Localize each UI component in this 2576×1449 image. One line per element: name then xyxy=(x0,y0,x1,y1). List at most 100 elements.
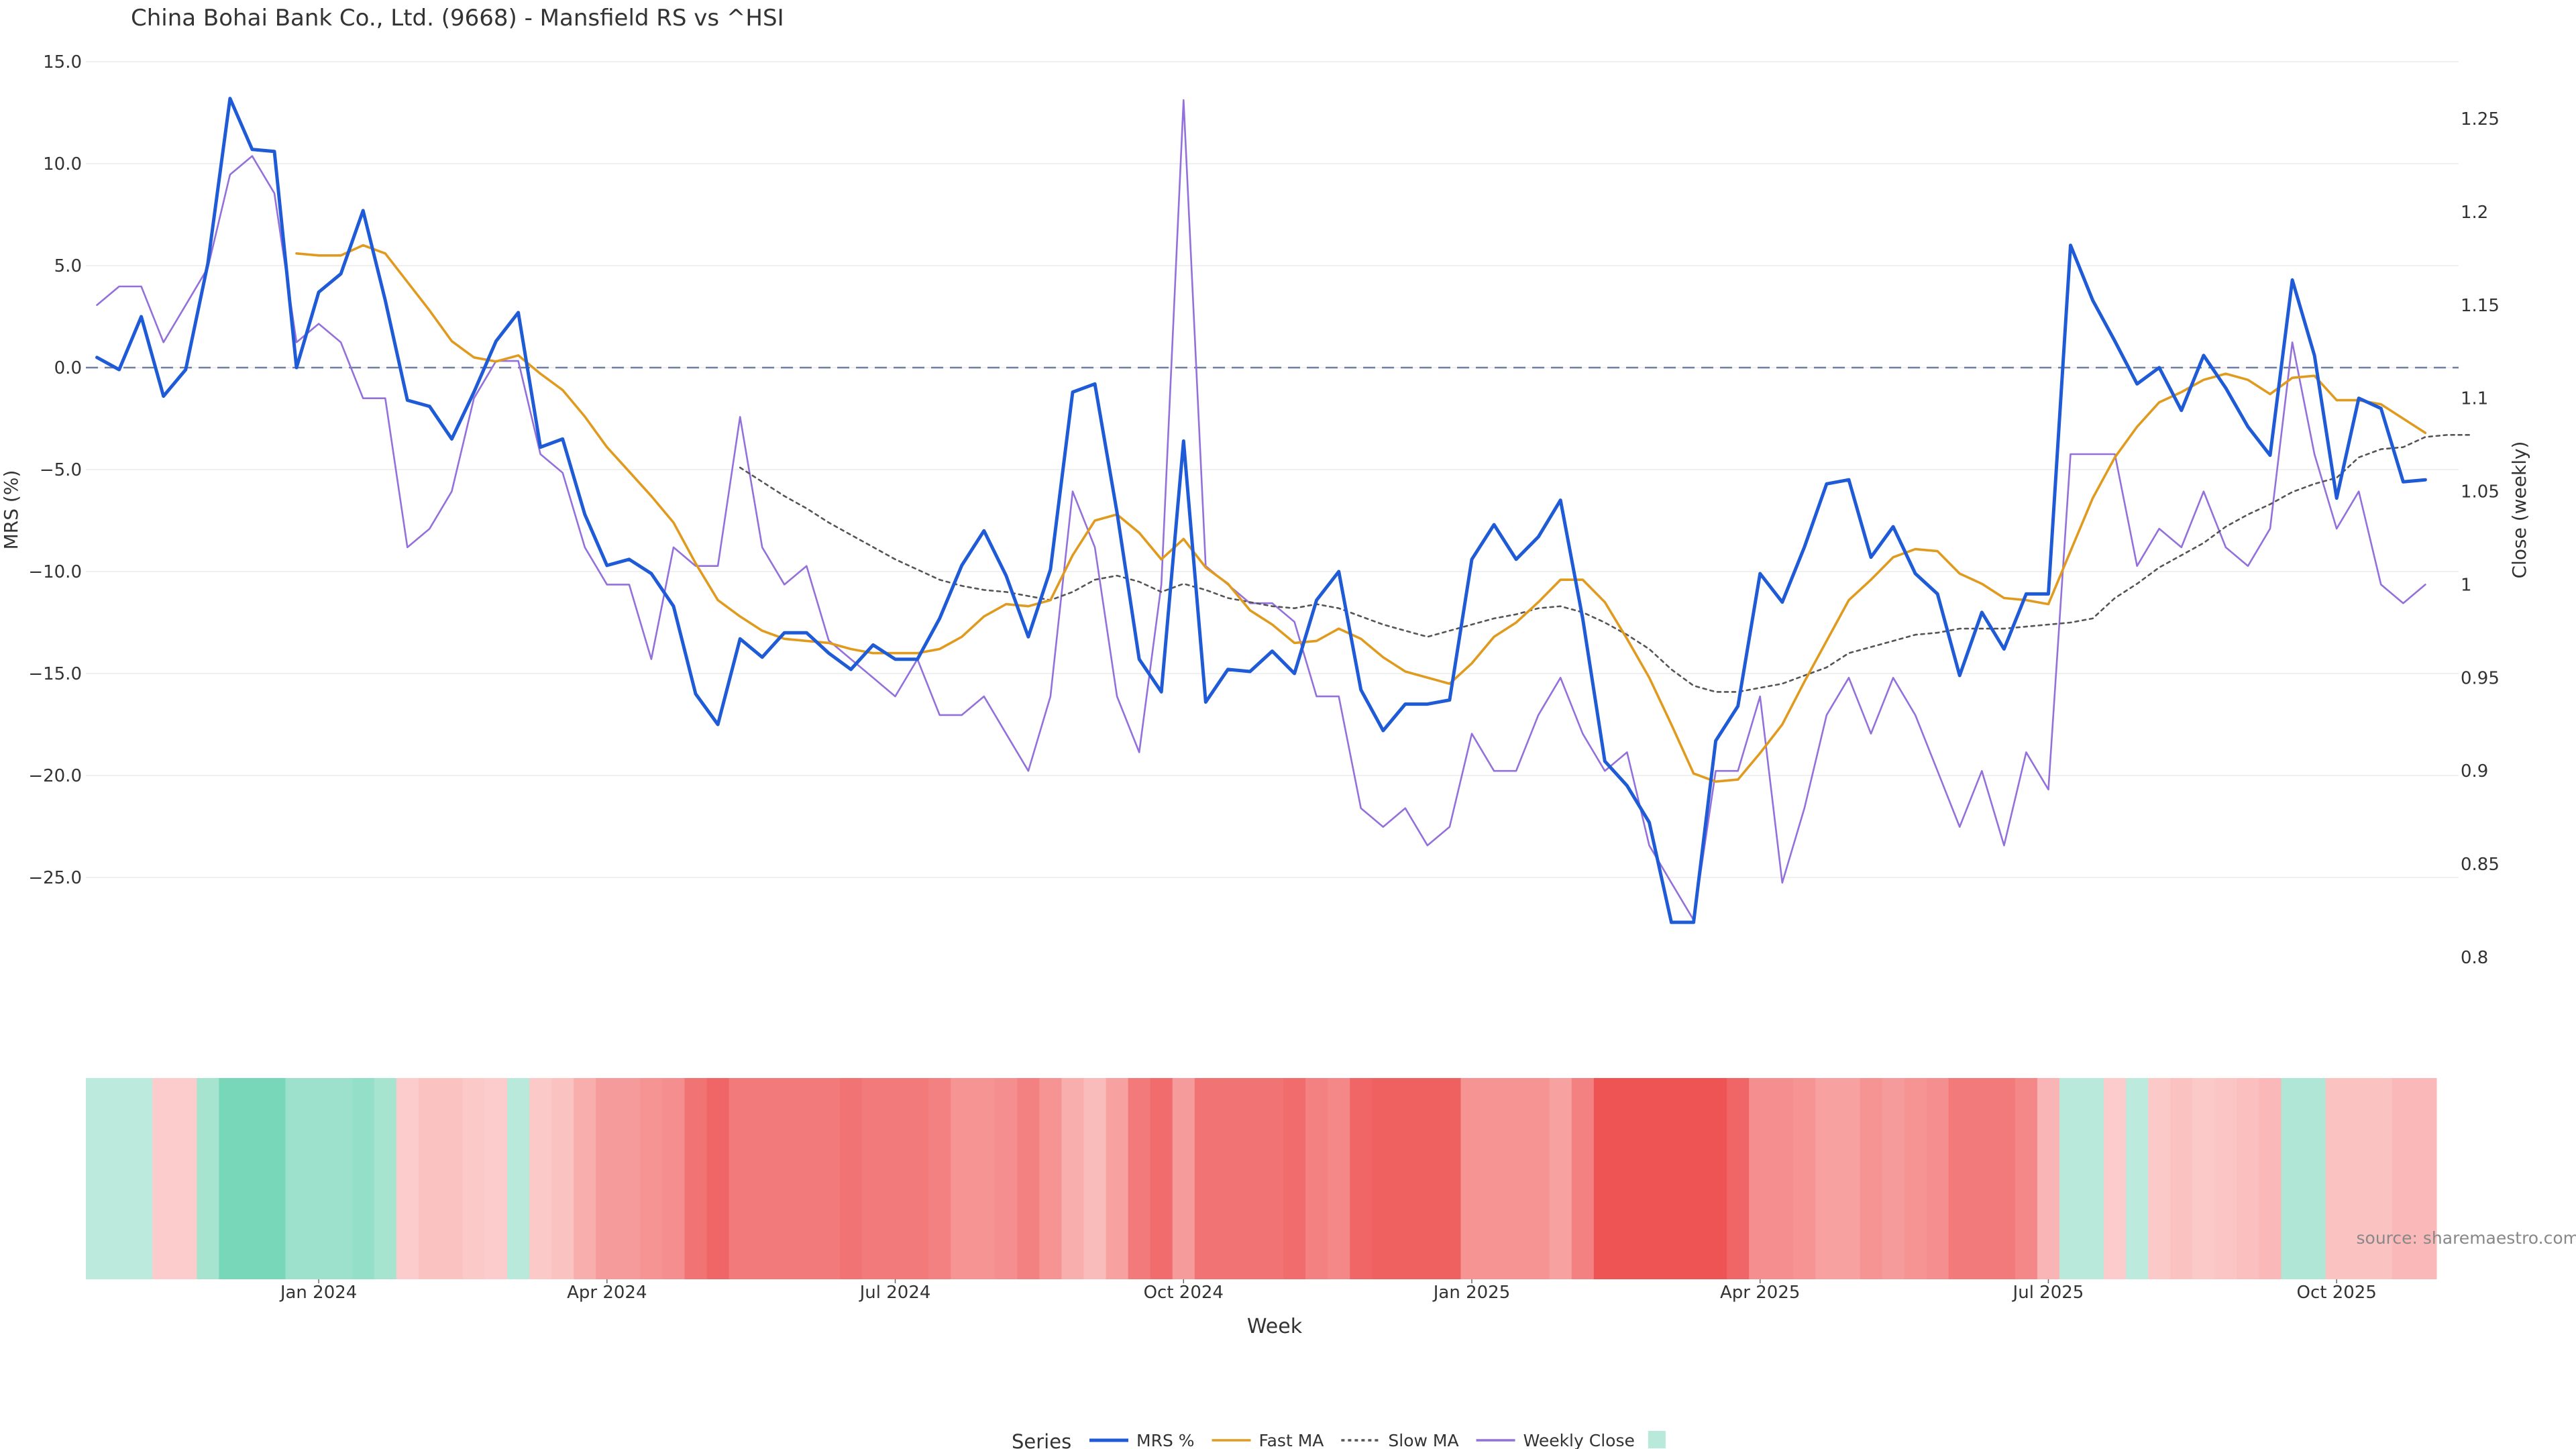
heatmap-cell xyxy=(1083,1078,1107,1279)
y-right-tick-label: 1.2 xyxy=(2461,203,2488,223)
legend-entry: MRS % xyxy=(1136,1431,1195,1449)
heatmap-cell xyxy=(995,1078,1018,1279)
legend-entry: Slow MA xyxy=(1388,1431,1458,1449)
heatmap-cell xyxy=(1460,1078,1484,1279)
heatmap-cell xyxy=(1017,1078,1040,1279)
heatmap-cell xyxy=(1948,1078,1972,1279)
heatmap-cell xyxy=(529,1078,552,1279)
heatmap-cell xyxy=(1505,1078,1528,1279)
heatmap-cell xyxy=(462,1078,486,1279)
heatmap-cell xyxy=(1350,1078,1373,1279)
heatmap-cell xyxy=(86,1078,109,1279)
y-axis-left-label: MRS (%) xyxy=(0,470,22,550)
heatmap-cell xyxy=(1039,1078,1063,1279)
heatmap-cell xyxy=(197,1078,219,1279)
heatmap-cell xyxy=(108,1078,131,1279)
heatmap-cell xyxy=(662,1078,686,1279)
series-mrs xyxy=(95,97,2427,924)
heatmap-cell xyxy=(2192,1078,2215,1279)
y-left-tick-label: 5.0 xyxy=(54,256,82,276)
y-right-tick-label: 0.9 xyxy=(2461,761,2488,782)
heatmap-cell xyxy=(2414,1078,2437,1279)
heatmap-cell xyxy=(1061,1078,1085,1279)
heatmap-cell xyxy=(174,1078,197,1279)
heatmap-cell xyxy=(1571,1078,1595,1279)
heatmap-cell xyxy=(2214,1078,2238,1279)
legend-title: Series xyxy=(1012,1430,1071,1449)
heatmap-cell xyxy=(307,1078,331,1279)
heatmap-cell xyxy=(1549,1078,1572,1279)
heatmap-cell xyxy=(2281,1078,2304,1279)
heatmap-cell xyxy=(1771,1078,1794,1279)
source-note: source: sharemaestro.com xyxy=(2357,1228,2576,1248)
regime-heatmap xyxy=(86,1078,2437,1279)
heatmap-cell xyxy=(1238,1078,1262,1279)
grid xyxy=(86,61,2459,878)
x-tick-label: Jan 2025 xyxy=(1432,1283,1511,1303)
heatmap-cell xyxy=(285,1078,309,1279)
heatmap-cell xyxy=(2259,1078,2282,1279)
y-right-tick-label: 0.8 xyxy=(2461,948,2488,968)
heatmap-cell xyxy=(374,1078,397,1279)
heatmap-cell xyxy=(951,1078,973,1279)
heatmap-cell xyxy=(2170,1078,2193,1279)
heatmap-cell xyxy=(1394,1078,1417,1279)
y-right-tick-label: 1 xyxy=(2461,575,2472,595)
heatmap-cell xyxy=(1150,1078,1173,1279)
heatmap-cell xyxy=(507,1078,530,1279)
heatmap-cell xyxy=(1793,1078,1816,1279)
heatmap-cell xyxy=(729,1078,752,1279)
heatmap-cell xyxy=(706,1078,730,1279)
heatmap-cell xyxy=(219,1078,241,1279)
heatmap-cell xyxy=(2392,1078,2415,1279)
x-axis: Jan 2024 Apr 2024 Jul 2024 Oct 2024 Jan 2025… xyxy=(279,1279,2377,1303)
chart-title: China Bohai Bank Co., Ltd. (9668) - Mans… xyxy=(131,5,784,32)
y-right-tick-label: 1.1 xyxy=(2461,389,2488,409)
x-tick-label: Oct 2025 xyxy=(2296,1283,2376,1303)
legend: Series MRS % Fast MA Slow MA Weekly Close xyxy=(1012,1430,1666,1449)
y-right-tick-label: 0.85 xyxy=(2461,855,2500,875)
x-tick-label: Apr 2025 xyxy=(1720,1283,1800,1303)
heatmap-cell xyxy=(596,1078,619,1279)
series-lines xyxy=(95,97,2471,924)
heatmap-cell xyxy=(418,1078,441,1279)
heatmap-cell xyxy=(861,1078,885,1279)
heatmap-cell xyxy=(1593,1078,1617,1279)
x-tick-label: Jan 2024 xyxy=(279,1283,358,1303)
heatmap-cell xyxy=(884,1078,907,1279)
heatmap-cell xyxy=(1305,1078,1328,1279)
heatmap-cell xyxy=(1172,1078,1195,1279)
heatmap-cell xyxy=(1882,1078,1905,1279)
legend-entry: Fast MA xyxy=(1259,1431,1324,1449)
heatmap-cell xyxy=(1372,1078,1395,1279)
y-right-tick-label: 1.05 xyxy=(2461,482,2500,502)
heatmap-cell xyxy=(130,1078,153,1279)
heatmap-cell xyxy=(1438,1078,1462,1279)
heatmap-cell xyxy=(906,1078,929,1279)
y-left-tick-label: 15.0 xyxy=(43,52,82,72)
heatmap-cell xyxy=(1527,1078,1550,1279)
heatmap-cell xyxy=(817,1078,841,1279)
heatmap-cell xyxy=(1992,1078,2016,1279)
heatmap-cell xyxy=(839,1078,863,1279)
heatmap-cell xyxy=(1682,1078,1705,1279)
series-weekly-close xyxy=(96,99,2426,921)
y-left-tick-label: −5.0 xyxy=(40,460,82,480)
legend-heatmap-swatch xyxy=(1648,1431,1666,1448)
heatmap-cell xyxy=(574,1078,596,1279)
heatmap-cell xyxy=(2369,1078,2393,1279)
heatmap-cell xyxy=(2015,1078,2038,1279)
heatmap-cell xyxy=(1837,1078,1861,1279)
heatmap-cell xyxy=(618,1078,641,1279)
heatmap-cell xyxy=(2325,1078,2349,1279)
heatmap-cell xyxy=(2347,1078,2371,1279)
x-tick-label: Oct 2024 xyxy=(1144,1283,1224,1303)
heatmap-cell xyxy=(1216,1078,1240,1279)
heatmap-cell xyxy=(2104,1078,2127,1279)
x-tick-label: Jul 2025 xyxy=(2012,1283,2084,1303)
heatmap-cell xyxy=(2126,1078,2149,1279)
y-right-tick-label: 0.95 xyxy=(2461,668,2500,688)
heatmap-cell xyxy=(1615,1078,1639,1279)
